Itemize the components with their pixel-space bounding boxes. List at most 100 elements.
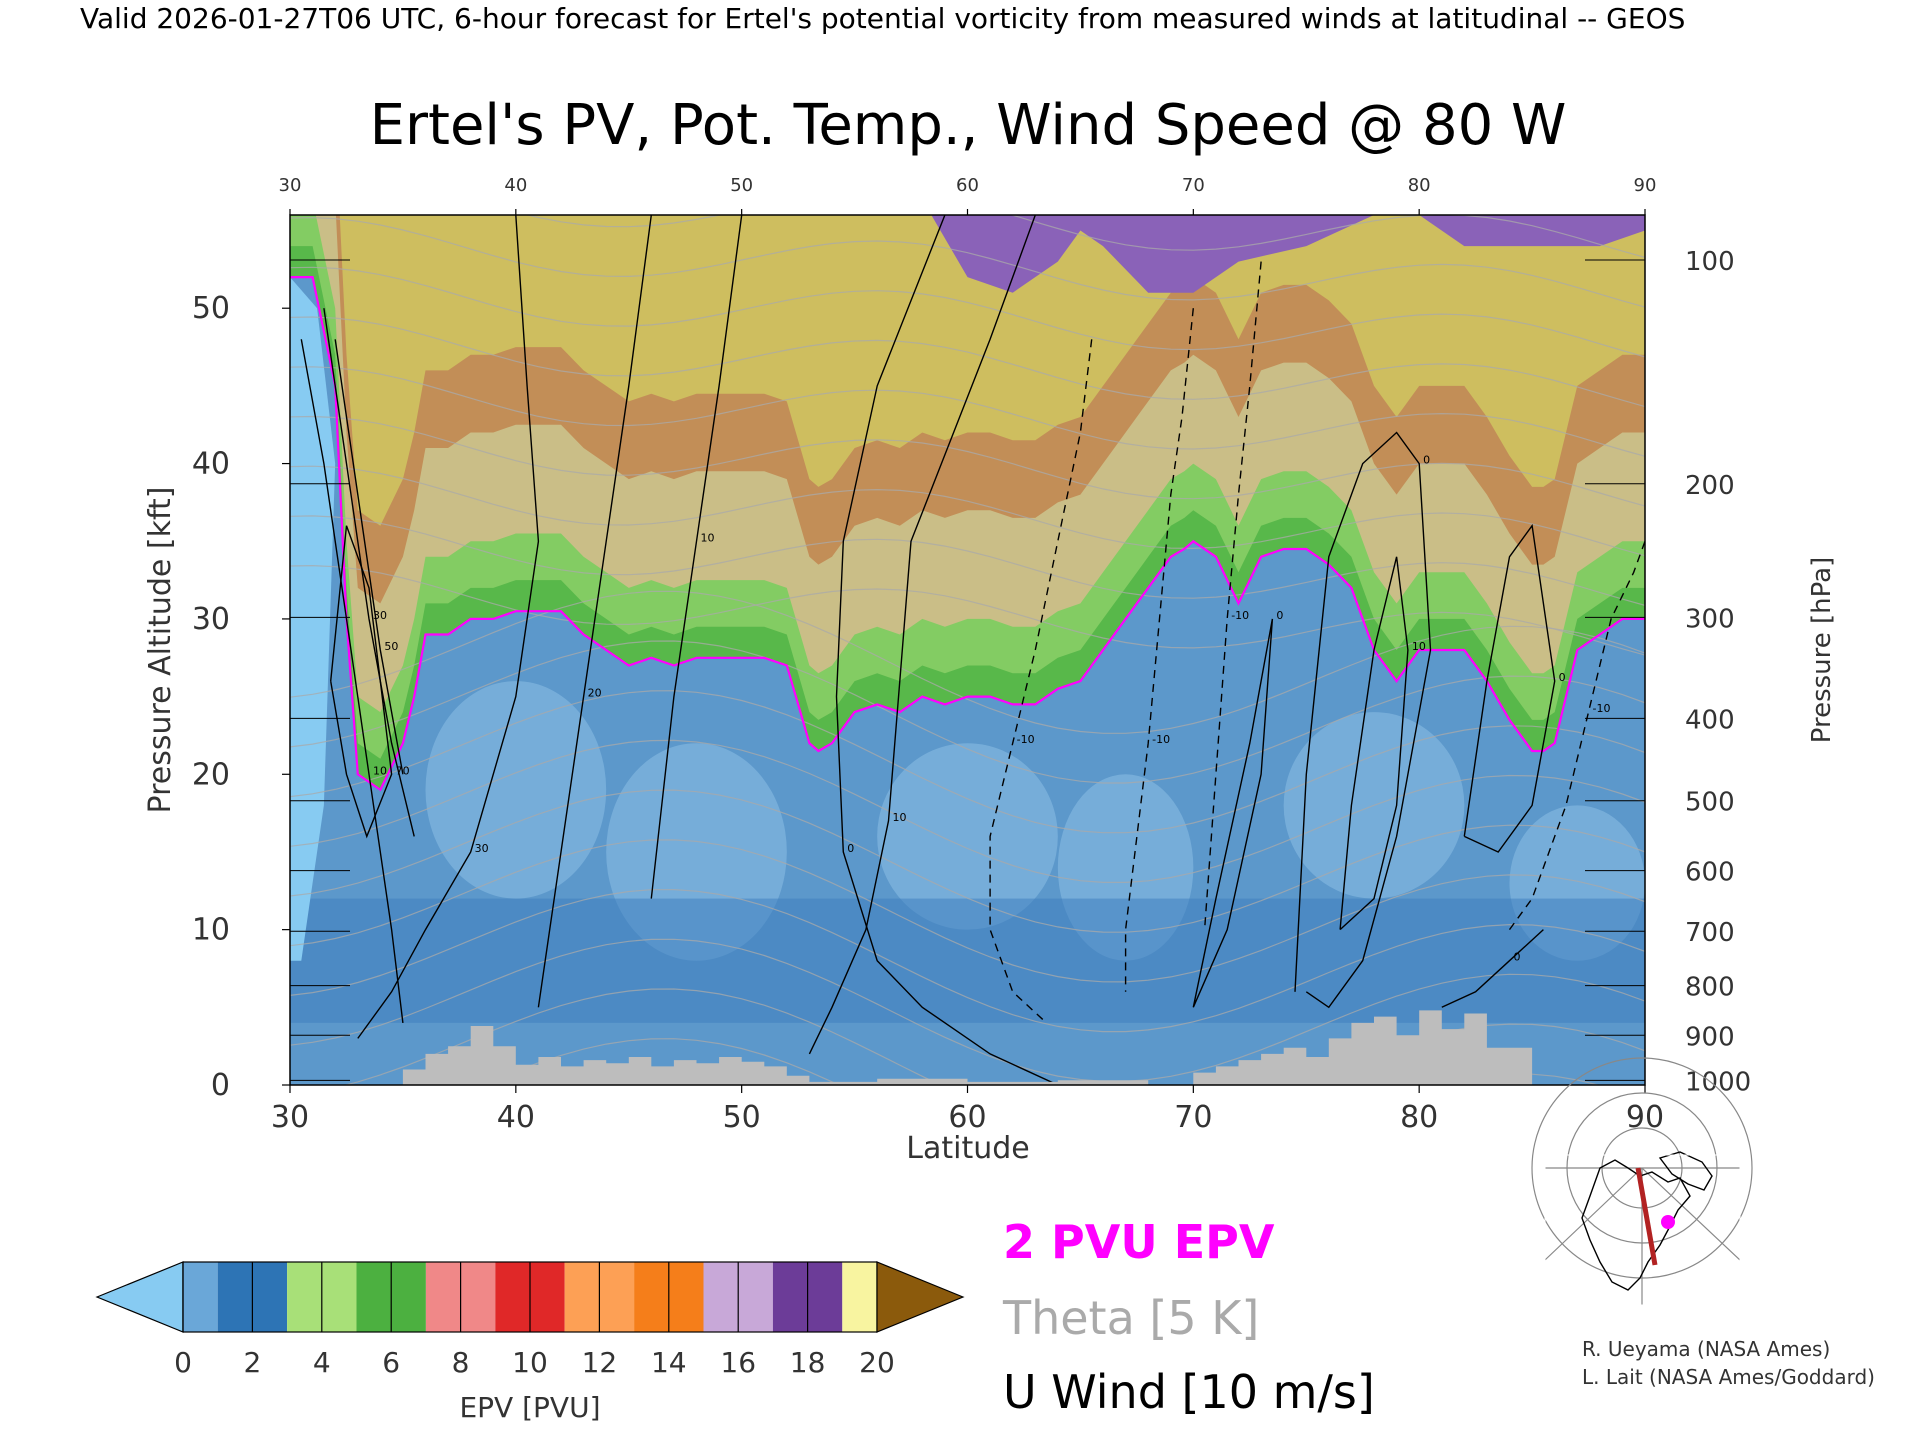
u-wind-contour-label: -10 xyxy=(1017,733,1035,746)
pv-2pvu-contour xyxy=(290,276,1645,792)
contour-layer: 10 30 50 70 30 20 10 0 10 -10 -10 -10 0 0 10 0 -10 0 xyxy=(290,215,1645,1085)
u-wind-contour-label: 10 xyxy=(701,531,715,544)
u-wind-contour xyxy=(300,339,404,1023)
x-tick-label: 40 xyxy=(497,1100,535,1135)
colorbar-segment xyxy=(599,1262,635,1332)
u-wind-contour-label: 10 xyxy=(892,811,906,824)
theta-contour xyxy=(290,640,1645,784)
colorbar-segment xyxy=(668,1262,704,1332)
top-tick-label: 40 xyxy=(504,175,527,196)
chart-title: Ertel's PV, Pot. Temp., Wind Speed @ 80 … xyxy=(370,93,1567,158)
colorbar-tick-label: 16 xyxy=(720,1346,756,1379)
top-tick-label: 90 xyxy=(1634,175,1657,196)
u-wind-contour-label: -10 xyxy=(1152,733,1170,746)
colorbar-segment xyxy=(356,1262,392,1332)
colorbar-tick-label: 6 xyxy=(382,1346,400,1379)
x-tick-label: 60 xyxy=(948,1100,986,1135)
theta-contour xyxy=(290,938,1645,1082)
colorbar-segment xyxy=(495,1262,530,1332)
y-tick-label: 30 xyxy=(192,602,230,637)
x-tick-label: 70 xyxy=(1174,1100,1212,1135)
legend-theta: Theta [5 K] xyxy=(1002,1291,1259,1345)
theta-contour xyxy=(290,266,1645,358)
pressure-tick-label: 400 xyxy=(1685,705,1735,735)
colorbar-segment xyxy=(703,1262,739,1332)
colorbar-tick-label: 18 xyxy=(790,1346,826,1379)
terrain xyxy=(290,1010,1645,1085)
pressure-tick-label: 500 xyxy=(1685,788,1735,818)
u-wind-contour xyxy=(835,215,1059,1085)
epv-field xyxy=(290,215,1645,1085)
u-wind-contour xyxy=(1441,929,1544,1008)
x-tick-label: 50 xyxy=(723,1100,761,1135)
y2-axis-label: Pressure [hPa] xyxy=(1807,557,1837,744)
colorbar-segment xyxy=(807,1262,843,1332)
colorbar-segment xyxy=(425,1262,461,1332)
u-wind-contour-label: 30 xyxy=(475,842,489,855)
colorbar-tick-label: 8 xyxy=(452,1346,470,1379)
top-tick-label: 80 xyxy=(1408,175,1431,196)
u-wind-contour-label: 20 xyxy=(588,687,602,700)
colorbar-over-arrow xyxy=(876,1261,965,1333)
legend-pv: 2 PVU EPV xyxy=(1003,1215,1275,1269)
legend-wind: U Wind [10 m/s] xyxy=(1003,1365,1375,1419)
u-wind-contour xyxy=(1124,308,1194,992)
colorbar-segment xyxy=(183,1262,218,1332)
u-wind-contour xyxy=(330,525,393,839)
theta-contour xyxy=(290,564,1645,656)
u-wind-contour xyxy=(650,215,743,899)
u-wind-contour xyxy=(1508,541,1645,931)
colorbar-tick-label: 10 xyxy=(512,1346,548,1379)
u-wind-contour-label: 30 xyxy=(373,609,387,622)
u-wind-contour xyxy=(1463,523,1556,853)
pressure-tick-label: 200 xyxy=(1685,471,1735,501)
top-banner-text: Valid 2026-01-27T06 UTC, 6-hour forecast… xyxy=(80,2,1685,35)
u-wind-contour xyxy=(1294,431,1432,1009)
u-wind-contour xyxy=(989,339,1093,1024)
colorbar-label: EPV [PVU] xyxy=(459,1391,600,1424)
u-wind-contour-label: 50 xyxy=(384,640,398,653)
x-tick-label: 80 xyxy=(1400,1100,1438,1135)
low-pv-tongue xyxy=(290,277,336,961)
theta-contour xyxy=(290,465,1645,557)
theta-contour xyxy=(290,739,1645,883)
theta-contour xyxy=(290,690,1645,834)
u-wind-contour xyxy=(808,215,1036,1055)
top-tick-label: 50 xyxy=(730,175,753,196)
u-wind-contour-label: 0 xyxy=(1559,671,1566,684)
colorbar-segment xyxy=(217,1262,253,1332)
pressure-tick-label: 600 xyxy=(1685,858,1735,888)
u-wind-contour-label: 0 xyxy=(847,842,854,855)
theta-contour xyxy=(290,839,1645,983)
u-wind-contour-label: 0 xyxy=(1423,454,1430,467)
colorbar-segment xyxy=(738,1262,773,1332)
credit-line-1: R. Ueyama (NASA Ames) xyxy=(1582,1337,1830,1361)
colorbar-segment xyxy=(460,1262,496,1332)
colorbar-tick-label: 4 xyxy=(313,1346,331,1379)
u-wind-contour-label: 0 xyxy=(1514,951,1521,964)
colorbar-tick-label: 14 xyxy=(651,1346,687,1379)
pale-pv-patch xyxy=(877,743,1058,930)
u-wind-contour xyxy=(323,308,415,837)
theta-contour xyxy=(290,590,1645,734)
y-axis-label: Pressure Altitude [kft] xyxy=(143,487,178,814)
x-tick-label: 30 xyxy=(271,1100,309,1135)
u-wind-contour xyxy=(1339,556,1409,931)
pressure-tick-label: 300 xyxy=(1685,604,1735,634)
top-tick-label: 30 xyxy=(279,175,302,196)
theta-contour xyxy=(290,888,1645,1033)
colorbar-tick-label: 0 xyxy=(174,1346,192,1379)
u-wind-contour xyxy=(537,215,652,1008)
u-wind-contour-label: 0 xyxy=(1276,609,1283,622)
colorbar: 0 2 4 6 8 10 12 14 16 18 20 xyxy=(95,1261,965,1379)
colorbar-tick-label: 20 xyxy=(859,1346,895,1379)
colorbar-segment xyxy=(391,1262,426,1332)
colorbar-segment xyxy=(842,1262,877,1332)
locator-map xyxy=(1531,1057,1753,1306)
theta-contour xyxy=(290,789,1645,933)
colorbar-under-arrow xyxy=(95,1261,184,1333)
pale-pv-patch xyxy=(425,681,607,899)
top-tick-label: 70 xyxy=(1182,175,1205,196)
